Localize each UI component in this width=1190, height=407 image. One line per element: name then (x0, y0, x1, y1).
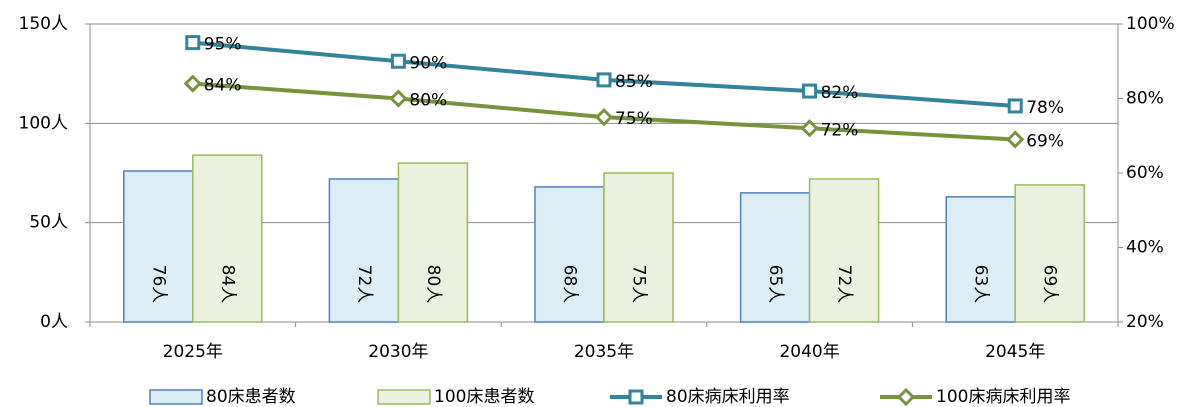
line-value-label: 82% (821, 83, 859, 103)
x-tick-label: 2025年 (163, 342, 223, 362)
bar-value-label: 84人 (217, 265, 237, 304)
bar (123, 170, 194, 323)
line-marker (800, 119, 819, 138)
x-tick-label: 2030年 (368, 342, 428, 362)
bar-value-label: 68人 (560, 265, 580, 304)
y-tick-label: 100人 (19, 113, 68, 133)
line-value-label: 90% (409, 53, 447, 73)
bar-value-label: 75人 (629, 265, 649, 304)
x-tick-label: 2045年 (985, 342, 1045, 362)
bar (739, 192, 811, 323)
y-tick-label: 150人 (19, 14, 68, 34)
legend-label: 80床患者数 (206, 387, 296, 407)
bar-value-label: 65人 (765, 265, 785, 304)
y2-tick-label: 100% (1126, 14, 1175, 34)
bar-value-label: 72人 (354, 265, 374, 304)
line-marker (389, 89, 408, 108)
bar (1014, 184, 1085, 323)
bar-value-label: 72人 (834, 265, 854, 304)
line-marker (596, 72, 612, 88)
bar (397, 162, 469, 323)
y2-tick-label: 40% (1126, 238, 1164, 258)
bar (945, 196, 1016, 323)
line-marker (1006, 130, 1025, 149)
bar (328, 178, 400, 323)
line-marker (183, 74, 202, 93)
line-marker (594, 108, 614, 127)
line-value-label: 69% (1026, 131, 1064, 151)
line-marker (390, 53, 406, 69)
line-value-label: 80% (409, 91, 447, 111)
line-value-label: 75% (615, 109, 653, 129)
bar (603, 172, 674, 323)
line-value-label: 78% (1026, 98, 1064, 118)
bar (808, 178, 880, 323)
legend-marker (628, 389, 644, 405)
bar-value-label: 63人 (971, 265, 991, 304)
y-tick-label: 50人 (29, 213, 68, 233)
bar-value-label: 69人 (1040, 265, 1060, 304)
line-value-label: 95% (204, 35, 242, 55)
legend-label: 100床病床利用率 (936, 387, 1070, 407)
x-tick-label: 2040年 (779, 342, 839, 362)
bar (534, 186, 605, 323)
line-value-label: 84% (204, 76, 242, 96)
y-tick-label: 0人 (40, 312, 68, 332)
legend-label: 100床患者数 (434, 387, 534, 407)
legend-swatch (149, 389, 203, 405)
line-marker (1007, 98, 1023, 114)
line-marker (185, 35, 201, 51)
line-value-label: 72% (821, 120, 859, 140)
line-value-label: 85% (615, 72, 653, 92)
legend-swatch (377, 389, 431, 405)
bar-value-label: 76人 (148, 265, 168, 304)
legend-label: 80床病床利用率 (666, 387, 790, 407)
x-tick-label: 2035年 (574, 342, 634, 362)
bar-value-label: 80人 (423, 265, 443, 304)
y2-tick-label: 60% (1126, 163, 1164, 183)
legend-marker (896, 387, 916, 407)
bar (192, 154, 263, 323)
y2-tick-label: 80% (1126, 89, 1164, 109)
y2-tick-label: 20% (1126, 312, 1164, 332)
line-marker (802, 83, 818, 99)
